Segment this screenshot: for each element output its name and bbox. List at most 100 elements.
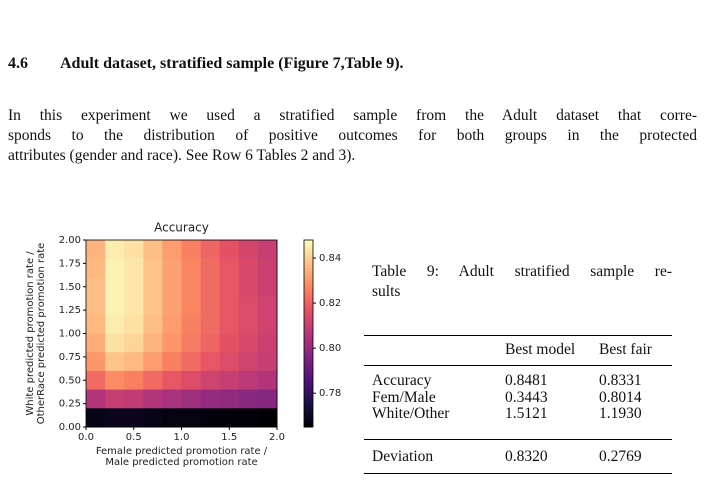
heatmap-cell [181,240,202,260]
heatmap-cell [124,277,144,297]
heatmap-cell [162,296,182,316]
heatmap-cell [105,277,125,297]
heatmap-cell [105,296,125,316]
colorbar-segment [304,289,313,294]
heatmap-cell [86,352,106,372]
heatmap-cell [181,333,202,353]
heatmap-cell [86,258,106,278]
colorbar-segment [304,261,313,266]
colorbar-segment [304,246,313,250]
table-header: Best model [505,341,576,358]
paragraph-line: In this experiment we used a stratified … [8,107,697,124]
colorbar-segment [304,305,313,310]
heatmap-cell [257,333,278,353]
colorbar-tick-label: 0.84 [319,253,341,264]
heatmap-cell [181,352,202,372]
heatmap-cell [181,314,202,334]
table-rule [364,365,672,366]
colorbar-segment [304,411,313,416]
heatmap-cell [86,314,106,334]
heatmap-cell [124,408,144,428]
heatmap-cell [124,389,144,409]
heatmap-cell [124,333,144,353]
heatmap-cell [86,333,106,353]
colorbar-segment [304,286,313,291]
colorbar-segment [304,317,313,322]
colorbar-tick-label: 0.80 [319,343,341,354]
x-tick-label: 2.0 [269,432,285,443]
colorbar-segment [304,392,313,397]
colorbar-segment [304,361,313,366]
heatmap-cell [200,333,221,353]
x-tick-label: 1.0 [174,432,190,443]
table-cell: 0.3443 [505,389,548,406]
heatmap-cell [86,370,106,391]
colorbar-segment [304,280,313,285]
y-axis-label: White predicted promotion rate / [25,251,36,416]
table-cell: 0.8331 [599,372,642,389]
paragraph-line: attributes (gender and race). See Row 6 … [8,147,356,164]
colorbar-segment [304,311,313,316]
heatmap-cell [181,408,202,428]
heatmap-cell [238,370,259,391]
colorbar-tick-label: 0.78 [319,388,341,399]
colorbar-segment [304,240,313,244]
colorbar-segment [304,408,313,412]
colorbar-segment [304,355,313,359]
colorbar-segment [304,367,313,372]
colorbar-segment [304,252,313,257]
heatmap-cell [181,370,202,391]
y-tick-label: 2.00 [59,235,81,246]
heatmap-cell [124,296,144,316]
table-cell: 0.8481 [505,372,548,389]
heatmap-cell [238,352,259,372]
colorbar-segment [304,345,313,350]
table-cell: 1.1930 [599,405,642,422]
row-label: White/Other [372,405,450,422]
colorbar-segment [304,321,313,325]
heatmap-cell [143,370,163,391]
heatmap-cell [143,277,163,297]
heatmap-cell [181,389,202,409]
y-tick-label: 1.75 [59,258,81,269]
heatmap-cell [238,277,259,297]
colorbar-segment [304,395,313,400]
heatmap-cell [162,240,182,260]
y-tick-label: 1.00 [59,329,81,340]
colorbar-segment [304,296,313,300]
heatmap-cell [124,314,144,334]
heatmap-cell [219,408,240,428]
table-cell: 0.8014 [599,389,642,406]
colorbar-segment [304,274,313,278]
colorbar-segment [304,336,313,341]
heatmap-cell [86,296,106,316]
colorbar-segment [304,398,313,403]
x-axis-label: Male predicted promotion rate [105,457,257,468]
heatmap-cell [219,333,240,353]
section-number: 4.6 [8,55,28,72]
heatmap-cell [219,389,240,409]
colorbar-segment [304,423,313,428]
colorbar-segment [304,383,313,387]
heatmap-cell [105,314,125,334]
heatmap-cell [143,352,163,372]
heatmap-cell [105,240,125,260]
chart-title: Accuracy [154,221,209,235]
heatmap-cell [219,277,240,297]
y-tick-label: 0.75 [59,352,81,363]
heatmap-cell [257,408,278,428]
heatmap-cell [200,296,221,316]
heatmap-cell [124,258,144,278]
colorbar-segment [304,386,313,391]
heatmap-cell [162,333,182,353]
heatmap-cell [143,240,163,260]
heatmap-cell [105,258,125,278]
heatmap-cell [200,352,221,372]
heatmap-cell [200,389,221,409]
colorbar-segment [304,364,313,369]
paragraph-line: sponds to the distribution of positive o… [8,127,697,144]
table-header: Best fair [599,341,652,358]
y-tick-label: 0.25 [59,399,81,410]
